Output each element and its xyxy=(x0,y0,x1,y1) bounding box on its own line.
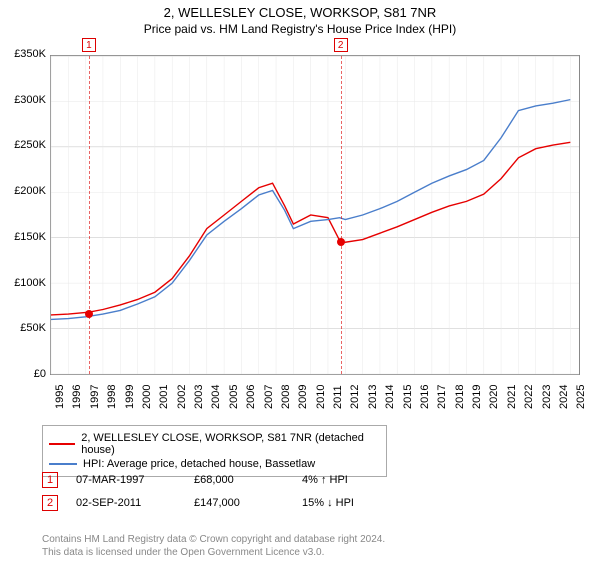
x-axis-label: 2002 xyxy=(176,385,188,409)
x-axis-label: 2011 xyxy=(332,385,344,409)
sale-badge: 1 xyxy=(42,472,58,488)
y-axis-label: £100K xyxy=(2,277,46,289)
x-axis-label: 2014 xyxy=(384,385,396,409)
x-axis-label: 2023 xyxy=(541,385,553,409)
x-axis-label: 2019 xyxy=(471,385,483,409)
reference-line xyxy=(341,56,342,374)
x-axis-label: 1995 xyxy=(54,385,66,409)
y-axis-label: £200K xyxy=(2,185,46,197)
x-axis-label: 2018 xyxy=(454,385,466,409)
x-axis-label: 2000 xyxy=(141,385,153,409)
sale-badge: 2 xyxy=(42,495,58,511)
reference-badge: 2 xyxy=(334,38,348,52)
x-axis-label: 2017 xyxy=(436,385,448,409)
x-axis-label: 2009 xyxy=(297,385,309,409)
x-axis-label: 2004 xyxy=(210,385,222,409)
plot-area: 12 xyxy=(50,55,580,375)
x-axis-label: 2010 xyxy=(315,385,327,409)
sale-row: 1 07-MAR-1997 £68,000 4% ↑ HPI xyxy=(42,472,348,488)
legend: 2, WELLESLEY CLOSE, WORKSOP, S81 7NR (de… xyxy=(42,425,387,477)
reference-line xyxy=(89,56,90,374)
x-axis-label: 2022 xyxy=(523,385,535,409)
x-axis-label: 1996 xyxy=(71,385,83,409)
legend-label: 2, WELLESLEY CLOSE, WORKSOP, S81 7NR (de… xyxy=(81,432,380,456)
reference-badge: 1 xyxy=(82,38,96,52)
y-axis-label: £250K xyxy=(2,139,46,151)
legend-item: HPI: Average price, detached house, Bass… xyxy=(49,458,380,470)
y-axis-label: £0 xyxy=(2,368,46,380)
sale-marker xyxy=(85,310,93,318)
x-axis-label: 1998 xyxy=(106,385,118,409)
x-axis-label: 2001 xyxy=(158,385,170,409)
y-axis-label: £50K xyxy=(2,322,46,334)
legend-label: HPI: Average price, detached house, Bass… xyxy=(83,458,315,470)
legend-item: 2, WELLESLEY CLOSE, WORKSOP, S81 7NR (de… xyxy=(49,432,380,456)
x-axis-label: 2007 xyxy=(263,385,275,409)
attribution: Contains HM Land Registry data © Crown c… xyxy=(42,533,385,559)
x-axis-label: 2008 xyxy=(280,385,292,409)
y-axis-label: £150K xyxy=(2,231,46,243)
sale-date: 02-SEP-2011 xyxy=(76,497,176,509)
x-axis-label: 2016 xyxy=(419,385,431,409)
sale-delta: 4% ↑ HPI xyxy=(302,474,348,486)
sale-marker xyxy=(337,238,345,246)
x-axis-label: 2024 xyxy=(558,385,570,409)
attribution-line: This data is licensed under the Open Gov… xyxy=(42,546,385,559)
chart-subtitle: Price paid vs. HM Land Registry's House … xyxy=(0,22,600,36)
x-axis-label: 2015 xyxy=(402,385,414,409)
x-axis-label: 2021 xyxy=(506,385,518,409)
sale-date: 07-MAR-1997 xyxy=(76,474,176,486)
x-axis-label: 2013 xyxy=(367,385,379,409)
legend-swatch xyxy=(49,463,77,465)
x-axis-label: 2020 xyxy=(488,385,500,409)
x-axis-label: 2006 xyxy=(245,385,257,409)
x-axis-label: 2003 xyxy=(193,385,205,409)
x-axis-label: 1997 xyxy=(89,385,101,409)
sale-price: £68,000 xyxy=(194,474,284,486)
x-axis-label: 2012 xyxy=(349,385,361,409)
y-axis-label: £300K xyxy=(2,94,46,106)
chart-container: 2, WELLESLEY CLOSE, WORKSOP, S81 7NR Pri… xyxy=(0,5,600,565)
y-axis-label: £350K xyxy=(2,48,46,60)
x-axis-label: 2005 xyxy=(228,385,240,409)
sale-delta: 15% ↓ HPI xyxy=(302,497,354,509)
plot-svg xyxy=(51,56,579,374)
legend-swatch xyxy=(49,443,75,445)
x-axis-label: 2025 xyxy=(575,385,587,409)
chart-title: 2, WELLESLEY CLOSE, WORKSOP, S81 7NR xyxy=(0,5,600,20)
sale-row: 2 02-SEP-2011 £147,000 15% ↓ HPI xyxy=(42,495,354,511)
attribution-line: Contains HM Land Registry data © Crown c… xyxy=(42,533,385,546)
sale-price: £147,000 xyxy=(194,497,284,509)
x-axis-label: 1999 xyxy=(124,385,136,409)
